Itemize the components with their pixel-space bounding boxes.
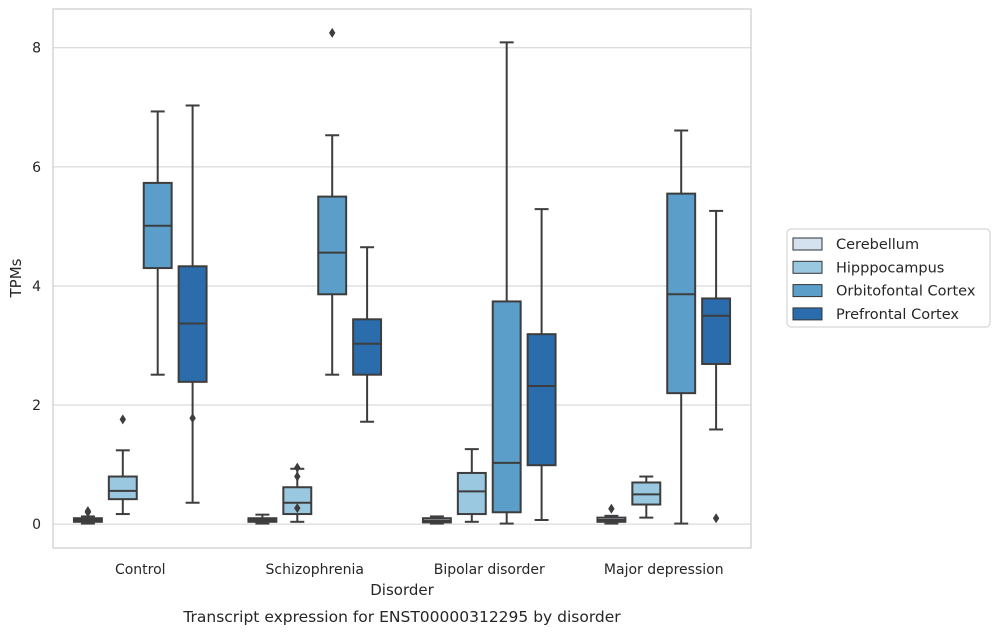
legend: Cerebellum Hipppocampus Orbitofontal Corte… xyxy=(786,228,991,328)
box-orbitofontal-cortex xyxy=(491,41,522,525)
iqr-box xyxy=(491,300,522,514)
legend-swatch xyxy=(792,237,823,251)
gridlines xyxy=(53,47,751,525)
box-groups xyxy=(72,27,732,525)
outlier-point xyxy=(294,471,301,482)
x-tick-label: Schizophrenia xyxy=(266,562,364,578)
legend-frame xyxy=(786,228,991,328)
outlier-point xyxy=(189,413,196,424)
y-tick-label: 2 xyxy=(32,398,41,414)
box-hipppocampus xyxy=(456,448,487,523)
outlier-point xyxy=(608,503,615,514)
iqr-box xyxy=(107,475,138,501)
outlier-point xyxy=(329,27,336,38)
box-cerebellum xyxy=(72,506,103,525)
y-tick-label: 8 xyxy=(32,41,41,57)
box-hipppocampus xyxy=(107,414,138,516)
x-tick-label: Major depression xyxy=(604,562,724,578)
y-tick-label: 4 xyxy=(32,279,41,295)
box-hipppocampus xyxy=(631,475,662,519)
box-cerebellum xyxy=(596,503,627,525)
box-prefrontal-cortex xyxy=(526,208,557,522)
legend-label: Orbitofontal Cortex xyxy=(836,284,976,300)
iqr-box xyxy=(701,297,732,365)
legend-swatch xyxy=(792,284,823,298)
legend-label: Hipppocampus xyxy=(836,260,944,276)
box-cerebellum xyxy=(421,515,452,525)
outlier-point xyxy=(119,414,126,425)
y-tick-label: 0 xyxy=(32,517,41,533)
y-tick-labels: 0 2 4 6 8 xyxy=(32,41,41,533)
x-axis-label: Disorder xyxy=(370,581,434,599)
legend-label: Cerebellum xyxy=(836,237,919,253)
iqr-box xyxy=(317,195,348,296)
plot-frame xyxy=(52,8,752,549)
box-prefrontal-cortex xyxy=(177,104,208,504)
y-tick-label: 6 xyxy=(32,160,41,176)
y-axis-label: TPMs xyxy=(7,258,25,298)
iqr-box xyxy=(456,471,487,516)
iqr-box xyxy=(352,318,383,376)
box-hipppocampus xyxy=(282,462,313,523)
x-tick-label: Bipolar disorder xyxy=(434,562,545,578)
outlier-point xyxy=(294,503,301,514)
outlier-point xyxy=(712,513,720,524)
x-tick-label: Control xyxy=(115,562,166,578)
chart-caption: Transcript expression for ENST0000031229… xyxy=(182,608,621,626)
legend-label: Prefrontal Cortex xyxy=(836,307,959,323)
box-orbitofontal-cortex xyxy=(666,129,697,525)
x-tick-labels: Control Schizophrenia Bipolar disorder Majo… xyxy=(115,562,724,578)
outlier-point xyxy=(294,462,301,473)
legend-swatch xyxy=(792,307,823,321)
box-orbitofontal-cortex xyxy=(317,27,348,376)
box-prefrontal-cortex xyxy=(352,246,383,423)
box-orbitofontal-cortex xyxy=(142,110,173,376)
box-cerebellum xyxy=(247,513,278,525)
box-prefrontal-cortex xyxy=(701,209,732,524)
iqr-box xyxy=(526,333,557,467)
outlier-point xyxy=(84,506,92,517)
legend-swatch xyxy=(792,260,823,274)
